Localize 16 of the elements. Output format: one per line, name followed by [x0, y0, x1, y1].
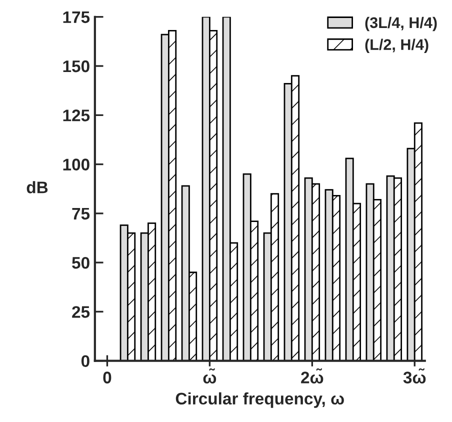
y-tick-label: 50: [72, 256, 90, 269]
legend-label: (L/2, H/4): [365, 38, 428, 53]
y-tick-label: 150: [63, 60, 90, 72]
x-tick-label: 2ω̃: [301, 368, 324, 384]
y-tick-label: 100: [63, 158, 90, 170]
y-tick-label: 175: [63, 11, 90, 24]
legend-label: (3L/4, H/4): [365, 16, 437, 32]
y-axis-title: dB: [26, 181, 48, 194]
x-tick-label: 0: [103, 372, 112, 384]
y-tick-label: 75: [72, 208, 90, 220]
x-tick-label: ω̃: [203, 368, 216, 384]
y-tick-label: 25: [72, 306, 90, 318]
y-tick-label: 125: [63, 110, 90, 122]
x-tick-label: 3ω̃: [403, 368, 426, 384]
y-tick-label: 0: [81, 355, 90, 368]
x-axis-title: Circular frequency, ω: [176, 392, 344, 408]
